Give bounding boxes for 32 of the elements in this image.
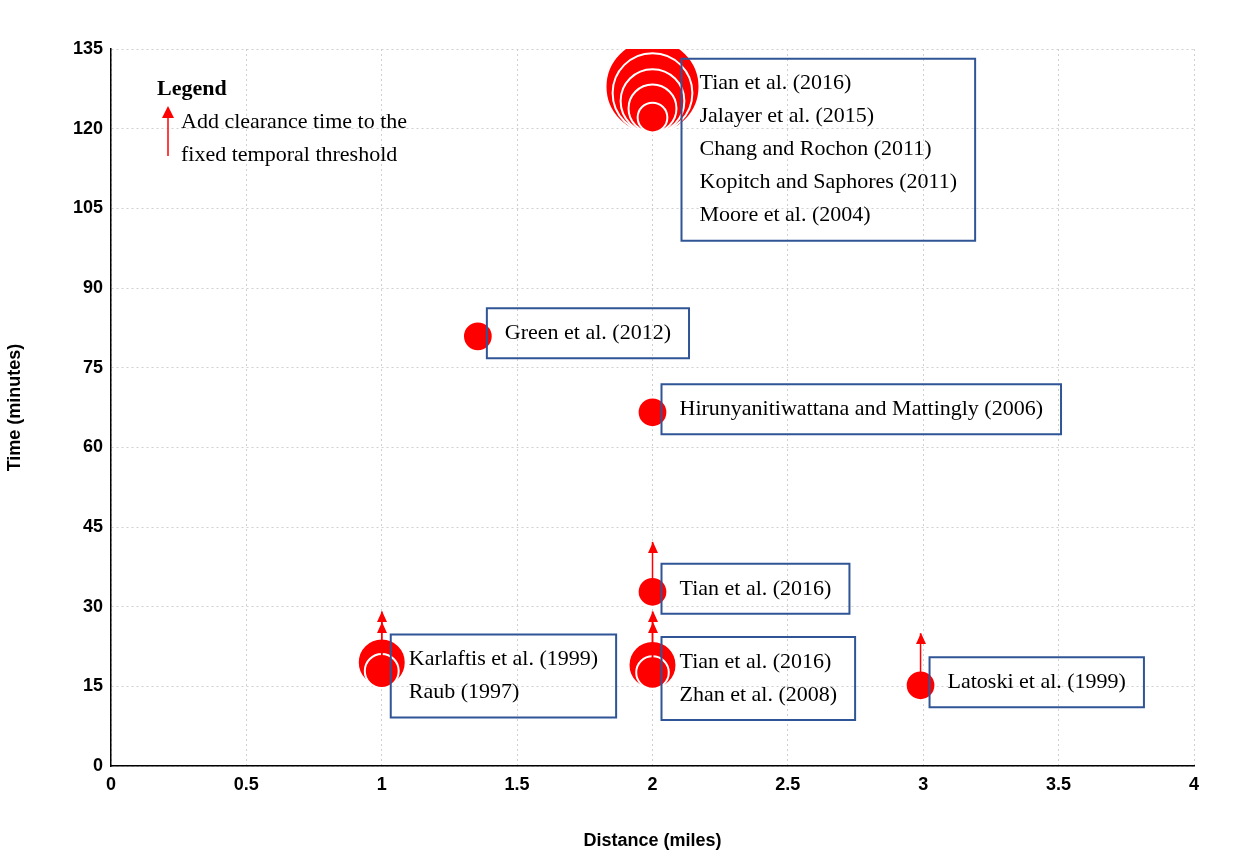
- x-tick-label: 1.5: [504, 773, 530, 794]
- x-tick-label: 4: [1188, 773, 1200, 794]
- x-tick-label: 2.5: [775, 773, 801, 794]
- annotation: Add clearance time to the fixed temporal threshold: [181, 107, 408, 168]
- annotation: Tian et al. (2016) Jalayer et al. (2015) Chang and Rochon (2011) Kopitch and Saphores (2011) Moore et al. (2004): [699, 69, 958, 227]
- y-axis-title: Time (minutes): [3, 343, 24, 472]
- annotation: Zhan et al. (2008): [679, 680, 838, 706]
- y-tick-label: 75: [82, 356, 103, 377]
- y-tick-label: 135: [72, 37, 103, 58]
- legend-title: Legend: [157, 74, 228, 102]
- x-tick-label: 0.5: [233, 773, 259, 794]
- y-tick-label: 120: [72, 117, 103, 138]
- annotation: Green et al. (2012): [504, 319, 672, 345]
- x-axis-title: Distance (miles): [583, 830, 722, 851]
- y-tick-label: 0: [92, 754, 103, 775]
- x-tick-label: 2: [647, 773, 658, 794]
- y-tick-label: 60: [82, 436, 103, 457]
- y-tick-label: 15: [82, 675, 103, 696]
- annotation: Tian et al. (2016): [679, 647, 832, 673]
- annotation: Hirunyanitiwattana and Mattingly (2006): [679, 395, 1044, 421]
- annotation: Raub (1997): [408, 678, 520, 704]
- x-tick-label: 3: [918, 773, 929, 794]
- x-tick-label: 0: [105, 773, 117, 794]
- annotation: Tian et al. (2016): [679, 574, 832, 600]
- annotation: Karlaftis et al. (1999): [408, 645, 599, 671]
- y-tick-label: 45: [82, 515, 103, 536]
- y-tick-label: 30: [82, 595, 103, 616]
- y-tick-label: 90: [82, 276, 103, 297]
- annotation: Latoski et al. (1999): [947, 668, 1126, 694]
- y-tick-label: 105: [72, 197, 103, 218]
- x-tick-label: 1: [376, 773, 387, 794]
- x-tick-label: 3.5: [1046, 773, 1072, 794]
